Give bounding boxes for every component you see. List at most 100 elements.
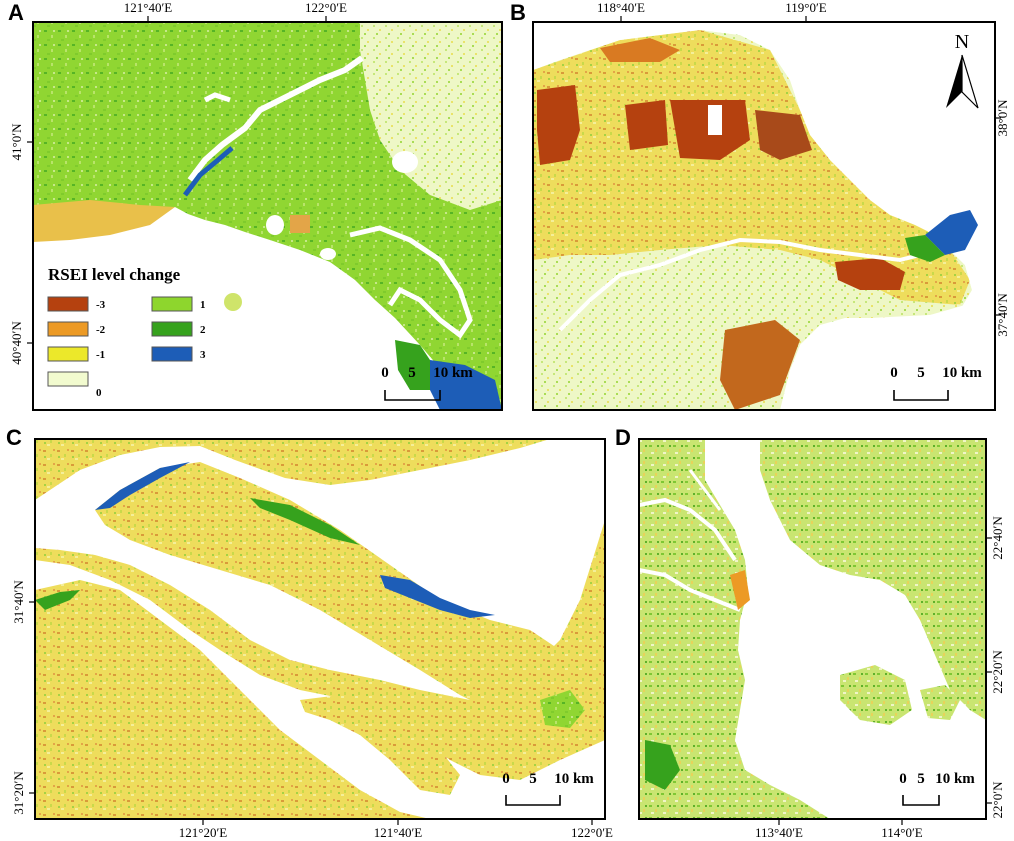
panel-d-frame: [638, 438, 987, 820]
scale-label-10: 10 km: [433, 365, 473, 381]
scale-label-0: 0: [381, 365, 389, 381]
panel-d-orange-coast: [730, 570, 750, 610]
legend-swatch: [151, 321, 193, 337]
scale-label-10: 10 km: [554, 771, 594, 787]
panel-b-map: [533, 22, 995, 410]
panel-a-river-2: [203, 92, 231, 103]
panel-c-island-green-edge: [95, 462, 190, 510]
panel-c-green-band: [250, 498, 360, 545]
panel-a-scale-bar: 0 5 10 km: [381, 365, 473, 401]
panel-b-brown-2: [625, 100, 668, 150]
legend-label: -1: [96, 349, 105, 361]
panel-d-island-2: [920, 685, 960, 720]
north-arrow: N: [946, 31, 979, 109]
panel-c-south-shore-green: [35, 590, 80, 610]
panel-d-river-1: [639, 497, 737, 562]
panel-b-river: [558, 237, 941, 332]
north-arrow-label: N: [955, 31, 969, 53]
panel-a-lake-1: [392, 151, 418, 173]
panel-d-river-2: [639, 568, 741, 612]
panel-c-scale-bar: 0 5 10 km: [502, 771, 594, 806]
legend-swatch: [47, 321, 89, 337]
panel-a: A 121°40′E 122°0′E 41°0′N 40°40′N RSEI l…: [8, 0, 503, 411]
scale-label-10: 10 km: [942, 365, 982, 381]
panel-c-lat-tick: 31°20′N: [11, 771, 26, 815]
panel-b-land-yellow: [533, 30, 970, 305]
panel-d: D 113°40′E 114°0′E 22°40′N 22°20′N 22°0′…: [615, 425, 1005, 840]
panel-c-lat-tick: 31°40′N: [11, 580, 26, 624]
panel-b-brown-6: [720, 320, 800, 410]
panel-a-lat-tick: 41°0′N: [9, 123, 24, 161]
scale-label-10: 10 km: [935, 771, 975, 787]
legend-label: 1: [200, 299, 206, 311]
panel-a-lake-3: [320, 248, 336, 260]
legend-swatch: [151, 296, 193, 312]
panel-c-island-green-tip: [540, 690, 585, 728]
panel-b-sea: [533, 22, 995, 410]
panel-d-estuary: [705, 439, 986, 819]
panel-a-green-patch: [395, 340, 430, 390]
panel-d-letter: D: [615, 425, 631, 450]
legend-item: -1: [47, 346, 105, 362]
panel-b-green-delta: [905, 235, 945, 262]
panel-a-frame: [32, 21, 503, 411]
panel-c-lon-tick: 121°40′E: [374, 825, 423, 840]
panel-a-lat-tick: 40°40′N: [9, 321, 24, 365]
panel-a-river: [187, 55, 364, 182]
panel-c-river-lower: [35, 560, 605, 819]
legend: RSEI level change -3 -2 -1 0 1: [47, 265, 206, 399]
panel-a-orange-spot: [290, 215, 310, 233]
legend-label: -3: [96, 299, 106, 311]
panel-a-lon-tick: 121°40′E: [124, 0, 173, 15]
legend-swatch: [47, 371, 89, 387]
scale-label-5: 5: [408, 365, 416, 381]
panel-a-letter: A: [8, 0, 24, 25]
legend-item: 2: [151, 321, 206, 337]
scale-label-0: 0: [890, 365, 898, 381]
legend-label: 0: [96, 387, 102, 399]
panel-d-lat-tick: 22°20′N: [990, 650, 1005, 694]
panel-c-island-main: [95, 462, 585, 732]
panel-b-blue-delta: [925, 210, 978, 255]
legend-swatch: [47, 296, 89, 312]
scale-label-5: 5: [917, 771, 925, 787]
legend-item: 1: [151, 296, 206, 312]
panel-c: C 121°20′E 121°40′E 122°0′E 31°40′N 31°2…: [6, 425, 613, 840]
north-arrow-right-icon: [961, 54, 979, 109]
scale-label-0: 0: [502, 771, 510, 787]
panel-b-brown-4: [755, 110, 812, 160]
legend-swatch: [151, 346, 193, 362]
panel-d-map: [639, 439, 986, 819]
panel-a-coast-blue: [183, 146, 234, 197]
panel-d-scale-bar: 0 5 10 km: [899, 771, 975, 806]
panel-d-lat-tick: 22°40′N: [990, 516, 1005, 560]
panel-b-lat-tick: 37°40′N: [995, 293, 1010, 337]
panel-a-channel: [349, 225, 473, 339]
legend-item: 3: [151, 346, 206, 362]
panel-b: B 118°40′E 119°0′E 38°0′N 37°40′N N 0 5 …: [510, 0, 1010, 411]
legend-item: -3: [47, 296, 106, 312]
scale-label-5: 5: [529, 771, 537, 787]
panel-c-frame: [34, 438, 606, 820]
panel-b-lat-tick: 38°0′N: [995, 99, 1010, 137]
panel-d-green-coast: [645, 740, 680, 790]
legend-item: -2: [47, 321, 106, 337]
panel-c-map: [35, 439, 605, 819]
panel-b-frame: [532, 21, 996, 411]
legend-swatch: [47, 346, 89, 362]
panel-a-lake-2: [266, 215, 284, 235]
panel-b-scale-bar: 0 5 10 km: [890, 365, 982, 401]
legend-label: 3: [200, 349, 206, 361]
panel-d-lat-tick: 22°0′N: [990, 781, 1005, 819]
panel-a-island: [224, 293, 242, 311]
legend-label: -2: [96, 324, 106, 336]
panel-d-river-3: [688, 469, 722, 511]
scale-label-5: 5: [917, 365, 925, 381]
panel-b-brown-5: [835, 258, 905, 290]
panel-b-orange-north: [600, 38, 680, 62]
panel-a-lon-tick: 122°0′E: [305, 0, 347, 15]
panel-c-blue-band: [380, 575, 495, 618]
panel-a-map: [33, 22, 502, 410]
panel-b-letter: B: [510, 0, 526, 25]
